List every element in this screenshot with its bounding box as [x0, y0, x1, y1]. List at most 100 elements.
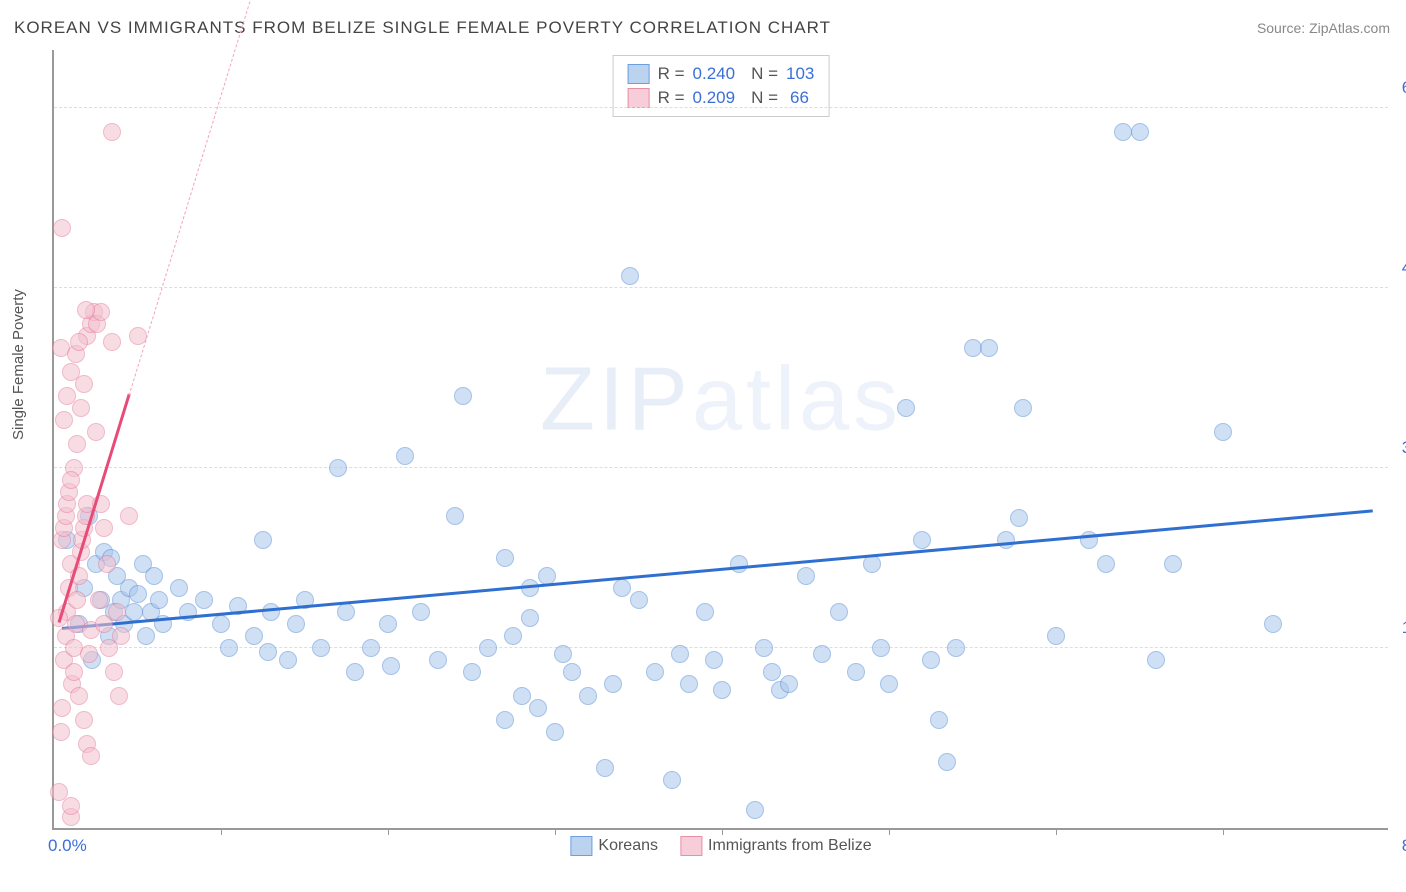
data-point: [579, 687, 597, 705]
data-point: [496, 711, 514, 729]
legend-swatch-icon: [680, 836, 702, 856]
data-point: [100, 639, 118, 657]
data-point: [279, 651, 297, 669]
data-point: [964, 339, 982, 357]
data-point: [337, 603, 355, 621]
data-point: [82, 747, 100, 765]
data-point: [145, 567, 163, 585]
data-point: [125, 603, 143, 621]
data-point: [72, 399, 90, 417]
data-point: [75, 375, 93, 393]
data-point: [254, 531, 272, 549]
data-point: [103, 123, 121, 141]
data-point: [170, 579, 188, 597]
legend-r-label: R =: [658, 62, 685, 86]
data-point: [671, 645, 689, 663]
data-point: [90, 591, 108, 609]
data-point: [53, 699, 71, 717]
x-tick: [1056, 828, 1057, 835]
data-point: [872, 639, 890, 657]
trend-line: [129, 0, 255, 396]
data-point: [287, 615, 305, 633]
data-point: [880, 675, 898, 693]
data-point: [613, 579, 631, 597]
legend-swatch-koreans: [628, 64, 650, 84]
data-point: [563, 663, 581, 681]
y-axis-label: Single Female Poverty: [10, 289, 27, 440]
data-point: [98, 555, 116, 573]
data-point: [930, 711, 948, 729]
data-point: [922, 651, 940, 669]
data-point: [346, 663, 364, 681]
data-point: [195, 591, 213, 609]
data-point: [646, 663, 664, 681]
data-point: [1097, 555, 1115, 573]
data-point: [429, 651, 447, 669]
data-point: [780, 675, 798, 693]
data-point: [77, 301, 95, 319]
data-point: [1047, 627, 1065, 645]
data-point: [412, 603, 430, 621]
data-point: [150, 591, 168, 609]
data-point: [1164, 555, 1182, 573]
data-point: [362, 639, 380, 657]
data-point: [68, 435, 86, 453]
data-point: [496, 549, 514, 567]
y-tick-label: 15.0%: [1394, 618, 1406, 638]
data-point: [62, 797, 80, 815]
data-point: [62, 363, 80, 381]
data-point: [504, 627, 522, 645]
data-point: [68, 591, 86, 609]
data-point: [513, 687, 531, 705]
data-point: [554, 645, 572, 663]
x-axis-max-label: 80.0%: [1402, 836, 1406, 856]
y-tick-label: 45.0%: [1394, 258, 1406, 278]
data-point: [763, 663, 781, 681]
gridline-h: [54, 467, 1388, 468]
data-point: [529, 699, 547, 717]
x-axis-min-label: 0.0%: [48, 836, 87, 856]
data-point: [730, 555, 748, 573]
data-point: [1014, 399, 1032, 417]
data-point: [105, 663, 123, 681]
y-tick-label: 30.0%: [1394, 438, 1406, 458]
y-tick-label: 60.0%: [1394, 78, 1406, 98]
legend-row-koreans: R = 0.240 N = 103: [628, 62, 815, 86]
data-point: [663, 771, 681, 789]
data-point: [830, 603, 848, 621]
legend-n-value-koreans: 103: [786, 62, 814, 86]
data-point: [70, 687, 88, 705]
watermark-bold: ZIP: [540, 350, 692, 450]
data-point: [797, 567, 815, 585]
data-point: [62, 471, 80, 489]
data-point: [65, 663, 83, 681]
series-legend: Koreans Immigrants from Belize: [570, 836, 871, 856]
gridline-h: [54, 287, 1388, 288]
data-point: [746, 801, 764, 819]
data-point: [680, 675, 698, 693]
x-tick: [555, 828, 556, 835]
data-point: [382, 657, 400, 675]
data-point: [621, 267, 639, 285]
data-point: [110, 687, 128, 705]
data-point: [87, 423, 105, 441]
x-tick: [388, 828, 389, 835]
data-point: [521, 609, 539, 627]
data-point: [1131, 123, 1149, 141]
legend-r-value-koreans: 0.240: [693, 62, 736, 86]
data-point: [1264, 615, 1282, 633]
data-point: [396, 447, 414, 465]
data-point: [52, 723, 70, 741]
legend-item-koreans: Koreans: [570, 836, 658, 856]
data-point: [103, 333, 121, 351]
data-point: [755, 639, 773, 657]
x-tick: [1223, 828, 1224, 835]
data-point: [53, 219, 71, 237]
data-point: [55, 411, 73, 429]
data-point: [463, 663, 481, 681]
chart-title: KOREAN VS IMMIGRANTS FROM BELIZE SINGLE …: [14, 18, 831, 38]
data-point: [245, 627, 263, 645]
data-point: [446, 507, 464, 525]
legend-swatch-belize: [628, 88, 650, 108]
data-point: [212, 615, 230, 633]
